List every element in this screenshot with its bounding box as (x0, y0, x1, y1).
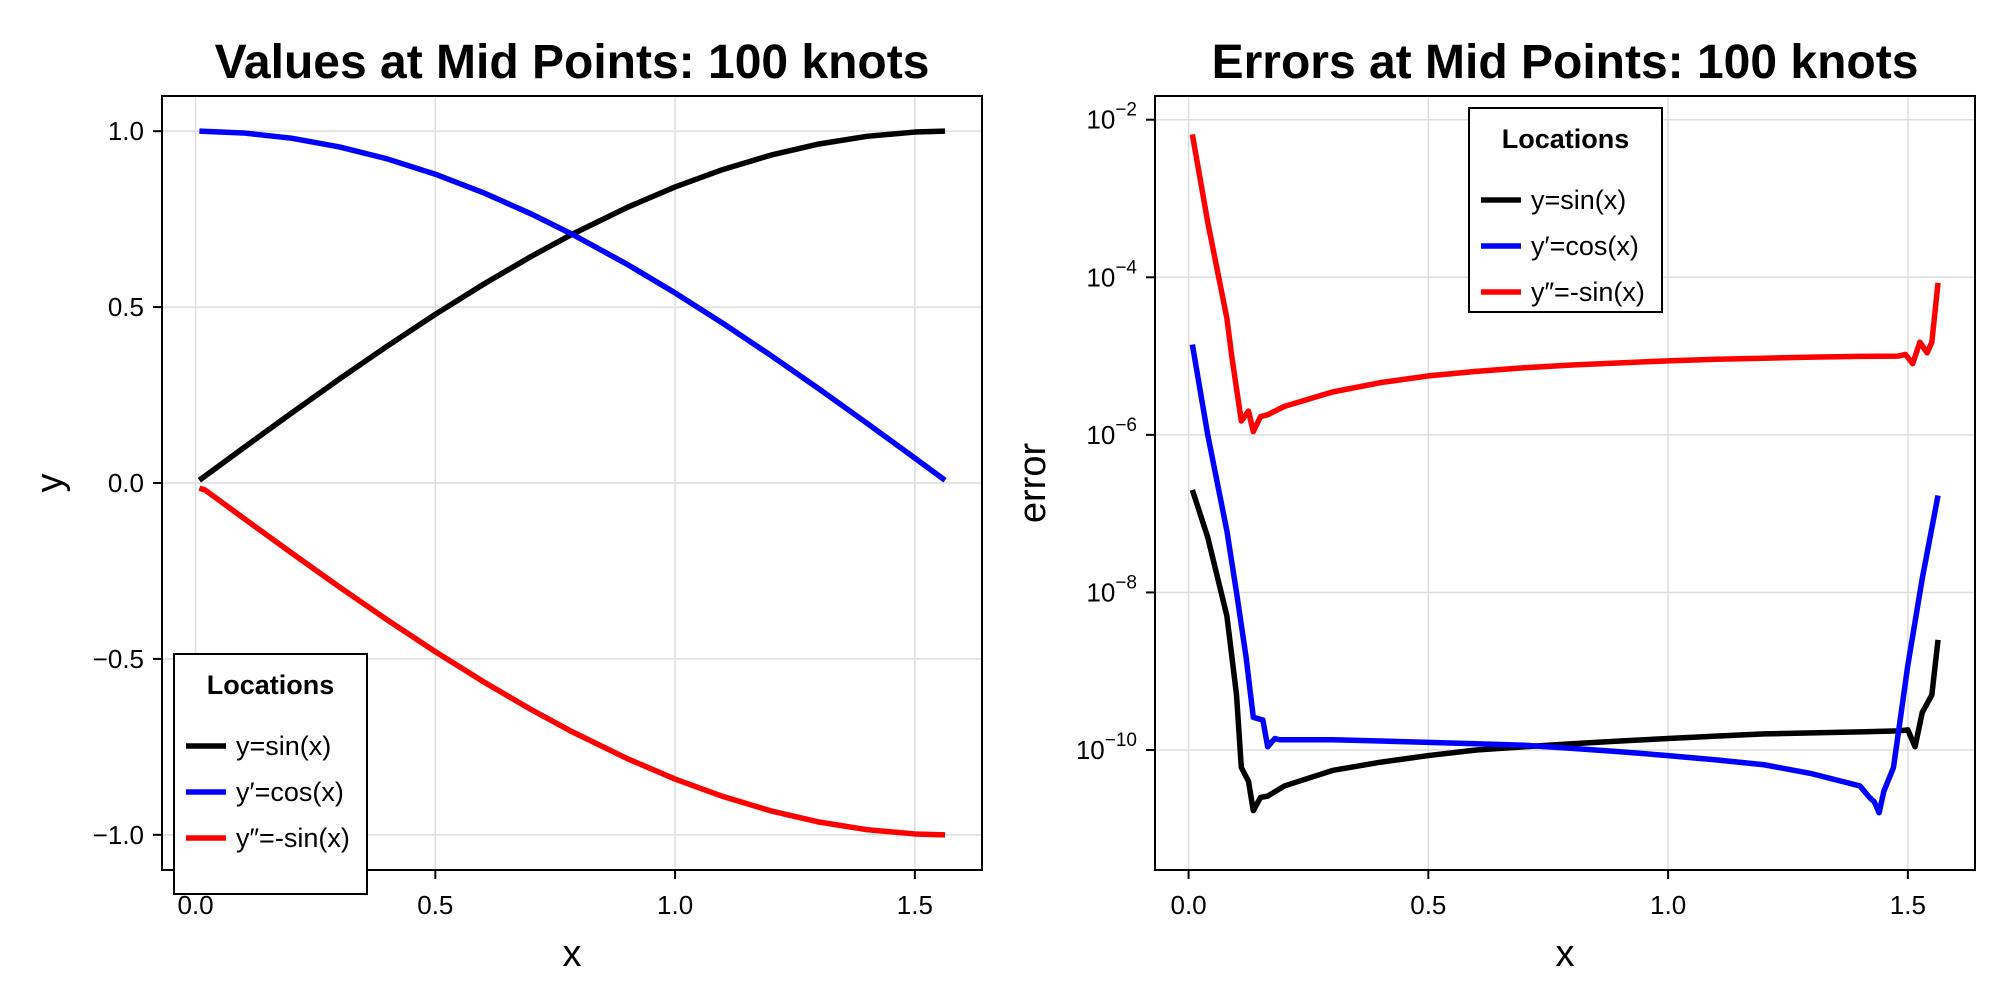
series-line-1 (197, 128, 946, 483)
series-line-2 (199, 128, 947, 483)
series-line-3 (198, 485, 946, 838)
y-tick-label: 10−10 (1076, 730, 1137, 765)
legend-box (1468, 107, 1663, 313)
plot-frame (1154, 95, 1976, 871)
y-tick-label: 1.0 (108, 116, 144, 146)
series-line-2 (1189, 344, 1941, 816)
y-axis-label: y (29, 474, 71, 493)
y-tick-label: −0.5 (93, 644, 144, 674)
legend-label: y=sin(x) (1531, 185, 1626, 215)
x-tick-label: 1.5 (897, 890, 933, 920)
series-line-1 (1189, 489, 1941, 814)
legend: Locations y=sin(x) y′=cos(x) y″=-sin(x) (173, 653, 368, 895)
y-tick-label: −1.0 (93, 820, 144, 850)
y-tick-label-base: 10 (1086, 577, 1115, 607)
legend-label: y″=-sin(x) (1531, 277, 1645, 307)
y-tick-label-exponent: −2 (1115, 100, 1137, 121)
x-tick-label: 0.5 (417, 890, 453, 920)
y-tick-label: 0.0 (108, 468, 144, 498)
y-tick-label-exponent: −6 (1115, 415, 1137, 436)
y-tick-label-exponent: −8 (1115, 572, 1137, 593)
y-tick-label: 0.5 (108, 292, 144, 322)
y-tick-label-exponent: −4 (1115, 257, 1137, 278)
x-tick-label: 1.5 (1890, 890, 1926, 920)
legend-label: y=sin(x) (236, 731, 331, 761)
x-tick-label: 0.5 (1410, 890, 1446, 920)
series-line-3 (1189, 133, 1941, 435)
y-tick-label: 10−8 (1086, 572, 1137, 607)
legend-label: y′=cos(x) (236, 777, 344, 807)
legend-box (173, 653, 368, 895)
legend-title: Locations (207, 670, 335, 700)
y-tick-label: 10−2 (1086, 100, 1137, 135)
y-axis-label: error (1012, 443, 1054, 524)
x-tick-label: 1.0 (657, 890, 693, 920)
y-tick-label-base: 10 (1086, 262, 1115, 292)
chart-title: Errors at Mid Points: 100 knots (1212, 36, 1919, 89)
y-tick-label-base: 10 (1086, 420, 1115, 450)
x-tick-label: 0.0 (1170, 890, 1206, 920)
y-tick-label-base: 10 (1086, 105, 1115, 135)
legend-label: y″=-sin(x) (236, 823, 350, 853)
x-tick-label: 1.0 (1650, 890, 1686, 920)
chart-title: Values at Mid Points: 100 knots (215, 36, 930, 89)
x-axis-label: x (563, 933, 582, 975)
legend-label: y′=cos(x) (1531, 231, 1639, 261)
y-tick-label-exponent: −10 (1105, 730, 1137, 751)
y-tick-label: 10−4 (1086, 257, 1137, 292)
chart-panel-2: 0.0 0.5 1.0 1.510−1010−810−610−410−2Errors … (1012, 36, 1976, 975)
legend: Locations y=sin(x) y′=cos(x) y″=-sin(x) (1468, 107, 1663, 313)
x-axis-label: x (1556, 933, 1575, 975)
y-tick-label-base: 10 (1076, 735, 1105, 765)
y-tick-label: 10−6 (1086, 415, 1137, 450)
legend-title: Locations (1502, 124, 1630, 154)
